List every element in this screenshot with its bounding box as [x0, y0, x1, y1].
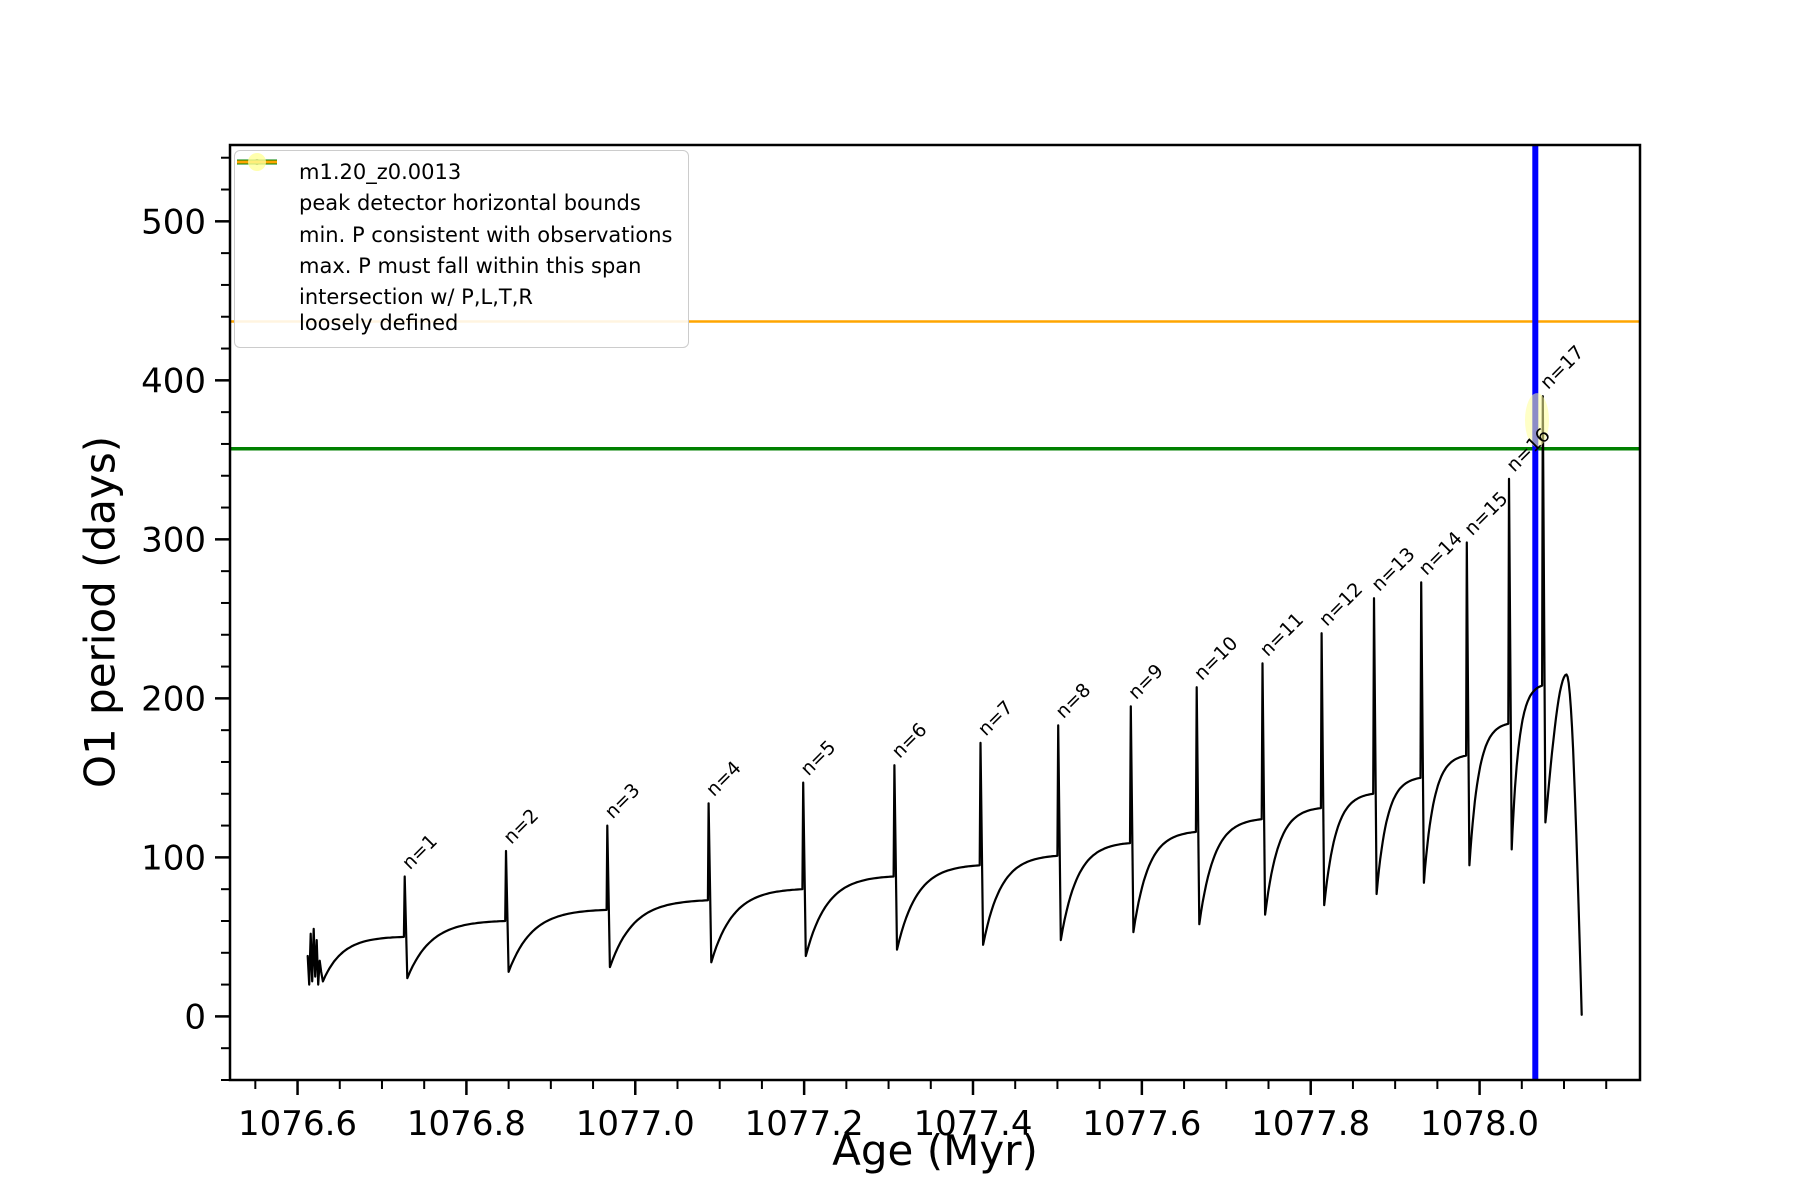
- y-tick-label: 0: [184, 997, 206, 1037]
- y-tick-label: 100: [141, 838, 206, 878]
- legend-item-2: min. P consistent with observations: [237, 159, 673, 248]
- y-tick-label: 300: [141, 520, 206, 560]
- legend-swatch-line-thick-icon: [237, 159, 289, 214]
- legend-item-3: max. P must fall within this span: [237, 160, 672, 279]
- x-tick-label: 1077.8: [1251, 1104, 1370, 1144]
- legend-swatch-dot-icon: [245, 153, 289, 321]
- x-tick-label: 1077.0: [576, 1104, 695, 1144]
- spike-annotation: n=11: [1256, 608, 1308, 660]
- spike-annotation: n=8: [1051, 679, 1095, 723]
- spike-annotation: n=10: [1190, 632, 1242, 684]
- spike-annotation: n=15: [1460, 488, 1512, 540]
- spike-annotation: n=3: [601, 779, 645, 823]
- x-tick-label: 1077.2: [745, 1104, 864, 1144]
- spike-annotation: n=14: [1414, 527, 1466, 579]
- legend-label: m1.20_z0.0013: [299, 160, 462, 184]
- spike-annotation: n=5: [796, 736, 840, 780]
- intersection-marker: [1524, 393, 1549, 448]
- legend-item-1: peak detector horizontal bounds: [237, 159, 672, 216]
- series-m120-z00013: [306, 395, 1583, 1016]
- x-tick-label: 1076.6: [238, 1104, 357, 1144]
- legend-swatch-line-thin-icon: [237, 160, 289, 277]
- y-tick-label: 400: [141, 361, 206, 401]
- spike-annotation: n=13: [1367, 543, 1419, 595]
- y-axis-label: O1 period (days): [75, 435, 125, 789]
- spike-annotation: n=1: [398, 830, 442, 874]
- legend-label: max. P must fall within this span: [299, 253, 642, 278]
- legend-label: min. P consistent with observations: [299, 222, 673, 247]
- legend-swatch-line-thick-icon: [237, 159, 289, 246]
- legend-label: peak detector horizontal bounds: [299, 191, 641, 216]
- spike-annotation: n=6: [888, 719, 932, 763]
- x-tick-label: 1078.0: [1420, 1104, 1539, 1144]
- spike-annotation: n=17: [1536, 341, 1588, 393]
- x-tick-label: 1077.4: [914, 1104, 1033, 1144]
- x-tick-label: 1076.8: [407, 1104, 526, 1144]
- spike-annotation: n=2: [499, 805, 543, 849]
- y-tick-label: 500: [141, 202, 206, 242]
- legend-item-4: intersection w/ P,L,T,R loosely defined: [245, 153, 672, 337]
- spike-annotation: n=12: [1315, 578, 1367, 630]
- y-tick-label: 200: [141, 679, 206, 719]
- spike-annotation: n=4: [702, 757, 746, 801]
- spike-annotation: n=7: [974, 697, 1018, 741]
- legend-item-0: m1.20_z0.0013: [237, 159, 672, 185]
- legend-label: intersection w/ P,L,T,R loosely defined: [299, 285, 533, 336]
- x-tick-label: 1077.6: [1082, 1104, 1201, 1144]
- axes-spines: [228, 143, 1642, 1082]
- x-axis-label: Age (Myr): [832, 1126, 1038, 1175]
- spike-annotation: n=9: [1124, 660, 1168, 704]
